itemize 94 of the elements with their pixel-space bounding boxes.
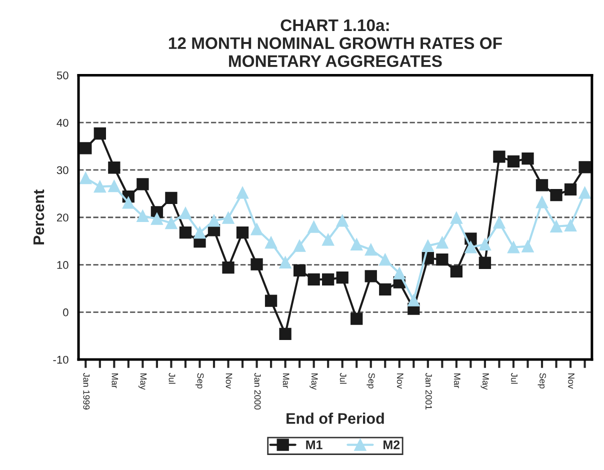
- point: [279, 256, 292, 268]
- point: [578, 186, 591, 199]
- point: [336, 271, 348, 284]
- y-tick-label: -10: [53, 356, 68, 364]
- point: [108, 162, 120, 174]
- point: [194, 226, 206, 239]
- x-tick-label: Jul: [168, 372, 176, 384]
- point: [493, 150, 506, 163]
- point: [236, 226, 249, 239]
- x-tick-label: Nov: [226, 373, 232, 389]
- y-tick-label: 0: [63, 308, 68, 316]
- y-axis-title: Percent: [34, 190, 44, 244]
- point: [564, 219, 577, 232]
- y-tick-label: 30: [56, 166, 68, 174]
- point: [578, 161, 591, 174]
- point: [393, 267, 406, 280]
- point: [507, 241, 520, 254]
- point: [293, 240, 306, 252]
- point: [264, 236, 278, 249]
- point: [122, 196, 135, 209]
- x-tick-label: Sep: [366, 373, 375, 388]
- point: [550, 189, 562, 202]
- point: [308, 273, 320, 286]
- x-tick-label: May: [138, 373, 147, 390]
- point: [536, 179, 548, 192]
- point: [493, 216, 506, 229]
- point: [336, 214, 348, 227]
- point: [179, 207, 192, 220]
- point: [136, 210, 149, 222]
- x-tick-label: Mar: [282, 373, 290, 388]
- point: [165, 216, 178, 230]
- point: [507, 155, 520, 168]
- point: [564, 183, 577, 196]
- point: [522, 240, 534, 252]
- point: [322, 273, 334, 286]
- x-tick-label: Mar: [112, 373, 118, 388]
- point: [94, 180, 106, 193]
- point: [536, 196, 548, 208]
- x-axis-title: End of Period: [286, 412, 384, 424]
- x-tick-label: May: [480, 373, 489, 390]
- point: [179, 226, 192, 239]
- point: [222, 262, 234, 274]
- x-tick-label: Jan 1999: [83, 372, 90, 410]
- point: [450, 212, 463, 224]
- legend-label: M1: [306, 440, 322, 450]
- x-tick-label: Jul: [340, 372, 347, 384]
- chart-title: CHART 1.10a: 12 MONTH NOMINAL GROWTH RATES OF MONETARY AGGREGATES: [168, 19, 502, 68]
- y-tick-label: 20: [57, 214, 68, 222]
- point: [250, 223, 263, 236]
- x-tick-label: Sep: [196, 373, 204, 388]
- point: [222, 212, 234, 224]
- x-tick-label: Jan 2001: [425, 372, 432, 410]
- point: [379, 283, 392, 296]
- y-tick-label: 50: [56, 71, 68, 80]
- point: [450, 265, 463, 278]
- point: [436, 236, 448, 249]
- point: [322, 234, 334, 246]
- point: [264, 294, 278, 307]
- point: [293, 264, 306, 277]
- point: [364, 270, 377, 282]
- point: [236, 186, 249, 199]
- point: [165, 192, 178, 204]
- legend-label: M2: [384, 440, 400, 450]
- point: [350, 312, 363, 325]
- point: [108, 180, 120, 192]
- point: [94, 127, 106, 140]
- point: [150, 212, 164, 225]
- point: [350, 238, 363, 250]
- x-tick-label: Jul: [511, 372, 518, 384]
- point: [80, 142, 92, 154]
- point: [136, 178, 149, 190]
- x-tick-label: Mar: [454, 373, 460, 388]
- point: [80, 172, 92, 184]
- x-tick-label: Nov: [396, 373, 404, 389]
- point: [250, 258, 263, 270]
- y-tick-label: 40: [56, 118, 68, 127]
- point: [408, 294, 420, 306]
- point: [478, 256, 492, 269]
- point: [279, 328, 292, 340]
- point: [422, 240, 434, 252]
- point: [478, 238, 492, 250]
- point: [436, 253, 448, 266]
- point: [379, 253, 392, 266]
- x-tick-label: Sep: [538, 373, 546, 388]
- point: [550, 220, 562, 232]
- point: [464, 241, 477, 254]
- y-tick-label: 10: [57, 261, 68, 269]
- point: [308, 220, 320, 233]
- x-tick-label: May: [310, 373, 318, 390]
- point: [208, 214, 220, 227]
- x-tick-label: Nov: [568, 373, 574, 389]
- x-tick-label: Jan 2000: [254, 372, 261, 410]
- point: [364, 244, 377, 256]
- point: [522, 152, 534, 165]
